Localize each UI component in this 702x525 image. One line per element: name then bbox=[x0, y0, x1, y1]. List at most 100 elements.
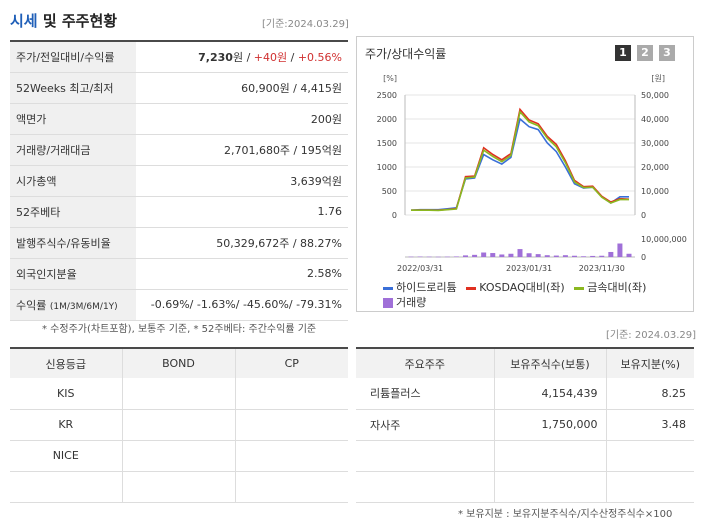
price-table: 주가/전일대비/수익률 7,230원 / +40원 / +0.56% 52Wee… bbox=[10, 40, 348, 321]
table-row: 거래량/거래대금 2,701,680주 / 195억원 bbox=[10, 134, 348, 166]
volume-bar bbox=[535, 254, 541, 257]
volume-bar bbox=[599, 255, 605, 257]
table-row: 자사주 1,750,000 3.48 bbox=[356, 409, 694, 441]
table-row: NICE bbox=[10, 440, 348, 472]
x-tick-label: 2023/11/30 bbox=[579, 264, 625, 273]
right-tick-label: 40,000 bbox=[641, 115, 669, 124]
chart-page-3-button[interactable]: 3 bbox=[659, 45, 675, 61]
volume-bar bbox=[463, 255, 468, 257]
volume-bar bbox=[417, 256, 423, 258]
volume-bar bbox=[626, 253, 632, 257]
left-tick-label: 0 bbox=[392, 211, 397, 220]
price-value: 7,230원 / +40원 / +0.56% bbox=[136, 41, 348, 73]
chart-page-2-button[interactable]: 2 bbox=[637, 45, 653, 61]
chart-page-1-button[interactable]: 1 bbox=[615, 45, 631, 61]
left-tick-label: 1500 bbox=[377, 139, 397, 148]
row-label: 수익률 (1M/3M/6M/1Y) bbox=[10, 289, 136, 321]
section-title-rest: 및 주주현황 bbox=[37, 12, 118, 30]
series-line-3 bbox=[411, 110, 629, 212]
current-price: 7,230 bbox=[198, 50, 233, 64]
major-holders-table: 주요주주 보유주식수(보통) 보유지분(%) 리튬플러스 4,154,439 8… bbox=[356, 347, 694, 503]
holder-name: 자사주 bbox=[356, 409, 495, 441]
row-value: 2.58% bbox=[136, 258, 348, 290]
volume-bar bbox=[581, 256, 587, 257]
cp-cell bbox=[235, 378, 348, 410]
volume-bar bbox=[572, 255, 577, 257]
holder-shares bbox=[494, 440, 607, 472]
holder-name bbox=[356, 440, 495, 472]
table-row: 수익률 (1M/3M/6M/1Y) -0.69%/ -1.63%/ -45.60… bbox=[10, 289, 348, 321]
table-row: 52Weeks 최고/최저 60,900원 / 4,415원 bbox=[10, 72, 348, 104]
holder-percent bbox=[606, 440, 694, 472]
volume-bar bbox=[617, 243, 623, 257]
column-header: 주요주주 bbox=[356, 347, 495, 378]
table-row: 액면가 200원 bbox=[10, 103, 348, 135]
row-value: 50,329,672주 / 88.27% bbox=[136, 227, 348, 259]
table-row: 발행주식수/유동비율 50,329,672주 / 88.27% bbox=[10, 227, 348, 259]
section-title-accent: 시세 bbox=[10, 12, 38, 30]
volume-bar bbox=[444, 256, 450, 258]
table-row: 주가/전일대비/수익률 7,230원 / +40원 / +0.56% bbox=[10, 41, 348, 73]
bond-cell bbox=[122, 409, 236, 441]
table-row bbox=[10, 471, 348, 503]
table-row: 외국인지분율 2.58% bbox=[10, 258, 348, 290]
row-label: 52주베타 bbox=[10, 196, 136, 228]
volume-bar bbox=[553, 255, 559, 257]
legend-item-volume: 거래량 bbox=[383, 294, 426, 310]
series-line-2 bbox=[410, 107, 630, 212]
table-row bbox=[356, 471, 694, 503]
base-date: [기준:2024.03.29] bbox=[262, 19, 349, 30]
returns-period: (1M/3M/6M/1Y) bbox=[49, 301, 118, 312]
cp-cell bbox=[235, 409, 348, 441]
row-value: 3,639억원 bbox=[136, 165, 348, 197]
chart-title: 주가/상대수익률 bbox=[365, 47, 447, 61]
volume-bar bbox=[472, 254, 478, 257]
row-label: 시가총액 bbox=[10, 165, 136, 197]
volume-bar bbox=[590, 255, 596, 257]
left-tick-label: 500 bbox=[382, 187, 397, 196]
column-header: BOND bbox=[122, 347, 236, 378]
row-value: 60,900원 / 4,415원 bbox=[136, 72, 348, 104]
price-change: +40원 bbox=[253, 50, 288, 64]
holder-percent: 8.25 bbox=[606, 378, 694, 410]
price-sep-2: / bbox=[287, 50, 298, 64]
holder-base-date: [기준: 2024.03.29] bbox=[606, 330, 697, 341]
row-label: 발행주식수/유동비율 bbox=[10, 227, 136, 259]
volume-bar bbox=[508, 253, 514, 257]
volume-bar bbox=[426, 256, 432, 258]
table-row: KIS bbox=[10, 378, 348, 410]
x-tick-label: 2022/03/31 bbox=[397, 264, 443, 273]
agency-cell: KR bbox=[10, 409, 123, 441]
credit-rating-table: 신용등급 BOND CP KIS KR NICE bbox=[10, 347, 348, 503]
holder-shares bbox=[494, 471, 607, 503]
cp-cell bbox=[235, 471, 348, 503]
legend-item-metal: 금속대비(좌) bbox=[574, 281, 646, 294]
agency-cell: KIS bbox=[10, 378, 123, 410]
legend-label: 하이드로리튬 bbox=[396, 281, 457, 294]
legend-swatch bbox=[383, 298, 393, 308]
volume-bar bbox=[526, 253, 532, 257]
volume-bar bbox=[435, 256, 441, 258]
right-tick-label: 0 bbox=[641, 211, 646, 220]
left-tick-label: 2500 bbox=[377, 91, 397, 100]
holder-name bbox=[356, 471, 495, 503]
column-header: 신용등급 bbox=[10, 347, 123, 378]
right-tick-label: 10,000 bbox=[641, 187, 669, 196]
volume-bar bbox=[481, 252, 487, 257]
legend-item-kosdaq: KOSDAQ대비(좌) bbox=[466, 281, 565, 294]
holder-note: * 보유지분 : 보유지분주식수/지수산정주식수×100 bbox=[458, 509, 673, 520]
table-row: 52주베타 1.76 bbox=[10, 196, 348, 228]
agency-cell bbox=[10, 471, 123, 503]
price-unit: 원 bbox=[232, 50, 244, 64]
row-label: 거래량/거래대금 bbox=[10, 134, 136, 166]
row-label: 액면가 bbox=[10, 103, 136, 135]
table-row: KR bbox=[10, 409, 348, 441]
left-tick-label: 2000 bbox=[377, 115, 397, 124]
table-row bbox=[356, 440, 694, 472]
right-axis-unit: [원] bbox=[651, 74, 665, 83]
holder-percent bbox=[606, 471, 694, 503]
x-tick-label: 2023/01/31 bbox=[506, 264, 552, 273]
volume-bar bbox=[517, 249, 523, 257]
chart-panel: 주가/상대수익률 1 2 3 [%] [원] 2500 2000 1500 1000 500… bbox=[356, 36, 694, 312]
volume-bar bbox=[490, 253, 496, 257]
